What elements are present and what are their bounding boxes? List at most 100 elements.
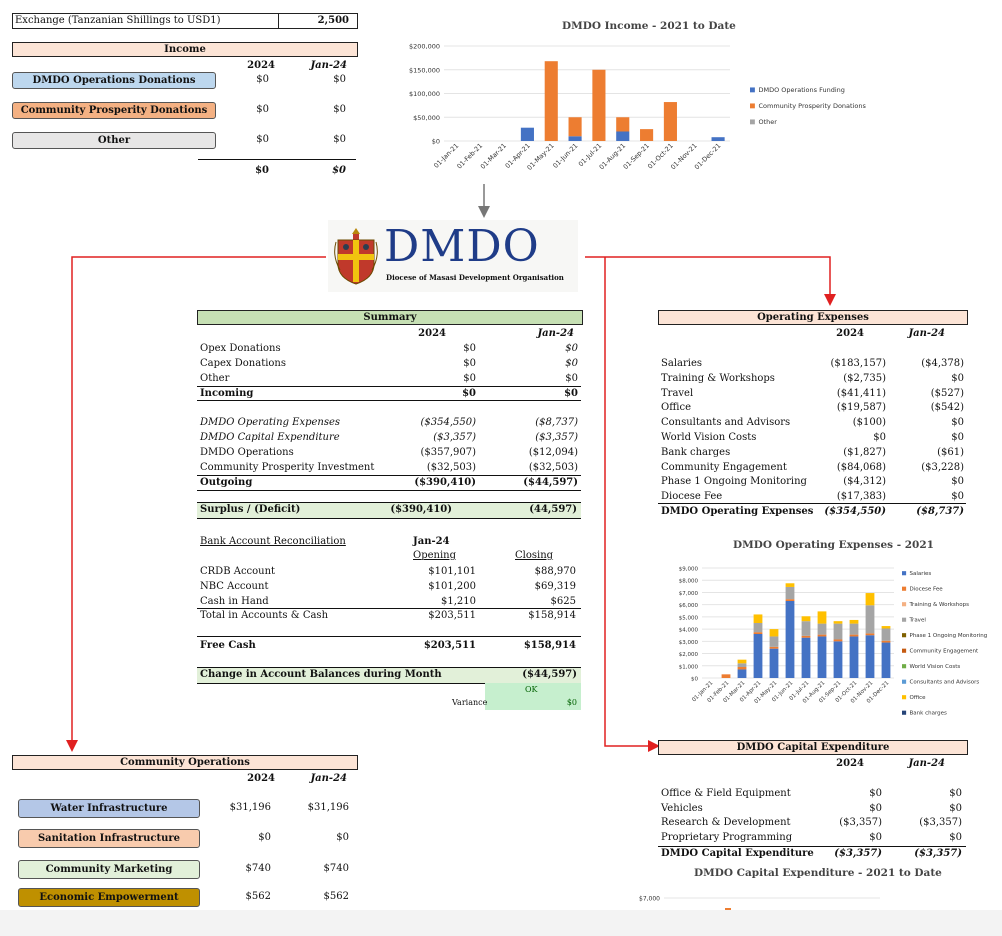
y-tick-label: $5,000 (679, 615, 699, 621)
capex-value-jan24: $0 (949, 831, 962, 843)
legend-swatch (750, 103, 755, 109)
bar-segment (785, 586, 795, 600)
capex-row-label: Research & Development (661, 817, 791, 829)
free-cash-label: Free Cash (200, 640, 256, 651)
legend-label: Salaries (910, 571, 932, 577)
opex-row-label: Office (661, 402, 692, 414)
exchange-label: Exchange (Tanzanian Shillings to USD1) (15, 15, 221, 26)
variance-value: $0 (566, 698, 577, 707)
bar-segment (865, 605, 875, 634)
legend-swatch (902, 695, 907, 700)
diocese-shield-icon (334, 228, 378, 285)
bar-segment (785, 583, 795, 587)
capex-value-jan24: $0 (949, 788, 962, 799)
opex-row-label: Travel (661, 387, 694, 399)
bar-segment (753, 632, 763, 634)
opex-value-2024: ($19,587) (836, 402, 886, 414)
community-col-jan24: Jan-24 (310, 773, 347, 784)
bar-segment (753, 634, 763, 678)
opex-chart: $0 $1,000 $2,000 $3,000 $4,000 $5,000 $6,000 $7… (679, 567, 988, 717)
bar-segment (881, 626, 891, 629)
summary-value-jan24: $0 (564, 388, 578, 399)
opex-row-label: Phase 1 Ongoing Monitoring (661, 476, 807, 488)
dmdo-logo: DMDO Diocese of Masasi Development Organ… (328, 220, 578, 292)
bank-row-label: Total in Accounts & Cash (200, 610, 329, 621)
summary-value-2024: $0 (462, 388, 476, 399)
capex-value-jan24: $0 (949, 802, 962, 814)
legend-label: Travel (909, 618, 927, 624)
community-value-jan24: $562 (323, 891, 349, 902)
y-tick-label: $9,000 (679, 567, 699, 573)
opex-header: Operating Expenses (658, 310, 968, 325)
bar-segment (737, 659, 747, 664)
legend-label: Training & Workshops (909, 602, 970, 608)
bar-segment (640, 129, 654, 141)
summary-row-label: DMDO Operations (200, 447, 294, 458)
bar-segment (881, 628, 891, 641)
income-value-jan24: $0 (333, 74, 346, 85)
capex-col-2024: 2024 (836, 758, 864, 769)
bank-row-label: NBC Account (200, 581, 269, 592)
legend-label: World Vision Costs (910, 664, 961, 670)
change-jan24: ($44,597) (522, 669, 577, 680)
bar-segment (849, 634, 859, 637)
logo-subtitle: Diocese of Masasi Development Organisati… (386, 273, 564, 282)
legend-label: Community Prosperity Donations (759, 102, 867, 110)
income-value-2024: $0 (256, 134, 269, 145)
bar-segment (865, 633, 875, 636)
free-cash-2024: $203,511 (423, 640, 476, 651)
capex-total-jan24: ($3,357) (914, 848, 962, 859)
income-category-2[interactable]: Other (12, 132, 216, 149)
summary-row-label: DMDO Operating Expenses (200, 417, 341, 428)
community-category-1[interactable]: Sanitation Infrastructure (18, 829, 200, 848)
summary-value-2024: ($390,410) (414, 477, 476, 488)
bar-segment (568, 136, 582, 141)
bar-segment (544, 61, 558, 142)
y-tick-label: $0 (432, 138, 440, 146)
summary-value-jan24: ($44,597) (523, 477, 578, 488)
summary-value-2024: ($3,357) (433, 432, 476, 443)
y-tick-label: $2,000 (679, 652, 699, 658)
summary-row-label: Incoming (200, 388, 254, 399)
y-tick-label: $8,000 (679, 579, 699, 585)
y-tick-label: $7,000 (639, 896, 660, 903)
summary-value-2024: $0 (463, 358, 476, 369)
legend-swatch (902, 602, 907, 607)
capex-col-jan24: Jan-24 (908, 758, 945, 769)
bar-segment (753, 623, 763, 633)
bar-segment (769, 646, 779, 649)
summary-row-label: Community Prosperity Investment (200, 462, 375, 473)
community-value-2024: $562 (245, 891, 271, 902)
bank-closing-value: $625 (550, 596, 576, 607)
community-category-0[interactable]: Water Infrastructure (18, 799, 200, 818)
surplus-label: Surplus / (Deficit) (200, 504, 301, 515)
community-category-2[interactable]: Community Marketing (18, 860, 200, 879)
bank-closing: Closing (515, 550, 554, 561)
opex-chart-title: DMDO Operating Expenses - 2021 (733, 539, 934, 551)
y-tick-label: $0 (691, 677, 698, 683)
income-value-jan24: $0 (333, 134, 346, 145)
opex-value-2024: ($17,383) (836, 491, 886, 503)
bar-segment (849, 619, 859, 624)
y-tick-label: $50,000 (413, 114, 440, 122)
community-value-2024: $31,196 (229, 802, 271, 813)
opex-value-2024: $0 (873, 432, 886, 443)
community-value-jan24: $740 (323, 863, 349, 874)
bar-segment (801, 635, 811, 638)
bank-closing-value: $88,970 (534, 566, 576, 577)
income-category-1[interactable]: Community Prosperity Donations (12, 102, 216, 119)
opex-value-2024: ($41,411) (836, 387, 886, 399)
bar-segment (711, 137, 725, 141)
legend-swatch (902, 633, 907, 638)
bar-segment (849, 623, 859, 635)
ok-label: OK (525, 685, 538, 694)
bank-closing-value: $158,914 (528, 610, 576, 621)
opex-value-jan24: $0 (951, 491, 964, 503)
bar-segment (817, 623, 827, 635)
community-category-3[interactable]: Economic Empowerment (18, 888, 200, 907)
exchange-value[interactable]: 2,500 (317, 15, 349, 26)
income-category-0[interactable]: DMDO Operations Donations (12, 72, 216, 89)
opex-row-label: Salaries (661, 358, 703, 369)
legend-label: Bank charges (910, 711, 947, 717)
y-tick-label: $4,000 (679, 628, 699, 634)
